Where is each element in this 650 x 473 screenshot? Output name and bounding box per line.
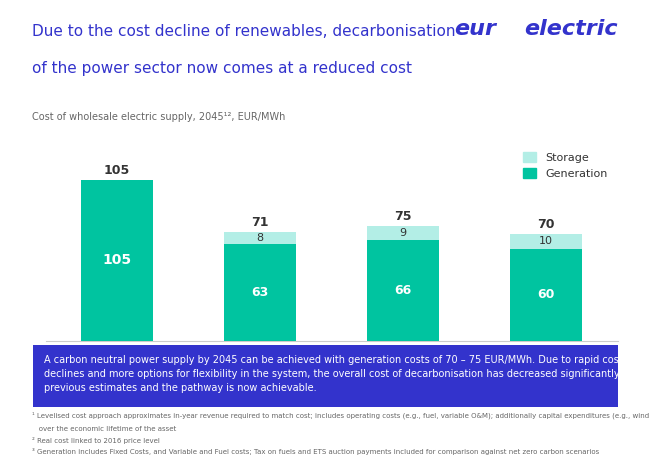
Legend: Storage, Generation: Storage, Generation xyxy=(519,148,612,184)
Text: Due to the cost decline of renewables, decarbonisation: Due to the cost decline of renewables, d… xyxy=(32,24,456,39)
Text: A carbon neutral power supply by 2045 can be achieved with generation costs of 7: A carbon neutral power supply by 2045 ca… xyxy=(44,355,649,393)
Bar xyxy=(367,226,439,240)
Bar xyxy=(510,234,582,249)
Text: 75: 75 xyxy=(395,210,411,223)
Text: ³ Generation includes Fixed Costs, and Variable and Fuel costs; Tax on fuels and: ³ Generation includes Fixed Costs, and V… xyxy=(32,448,600,455)
Text: 9: 9 xyxy=(400,228,406,238)
Text: 8: 8 xyxy=(257,233,263,243)
Text: 60: 60 xyxy=(538,288,554,301)
Text: ² Real cost linked to 2016 price level: ² Real cost linked to 2016 price level xyxy=(32,437,161,444)
Text: 70: 70 xyxy=(538,218,554,230)
Text: 66: 66 xyxy=(395,284,411,297)
Text: 71: 71 xyxy=(252,216,268,229)
FancyBboxPatch shape xyxy=(32,345,617,407)
Text: eur: eur xyxy=(454,19,496,39)
Text: electric: electric xyxy=(524,19,617,39)
Text: 105: 105 xyxy=(104,164,130,177)
Bar xyxy=(510,249,582,341)
Text: 63: 63 xyxy=(252,286,268,299)
Text: 10: 10 xyxy=(539,236,553,246)
Bar xyxy=(367,240,439,341)
Text: ¹ Levelised cost approach approximates in-year revenue required to match cost; i: ¹ Levelised cost approach approximates i… xyxy=(32,412,650,419)
Text: over the economic lifetime of the asset: over the economic lifetime of the asset xyxy=(32,426,177,432)
Text: 105: 105 xyxy=(103,254,131,267)
Bar xyxy=(224,232,296,244)
Text: Cost of wholesale electric supply, 2045¹², EUR/MWh: Cost of wholesale electric supply, 2045¹… xyxy=(32,112,286,122)
Text: of the power sector now comes at a reduced cost: of the power sector now comes at a reduc… xyxy=(32,61,413,77)
Bar xyxy=(224,244,296,341)
Bar xyxy=(81,180,153,341)
